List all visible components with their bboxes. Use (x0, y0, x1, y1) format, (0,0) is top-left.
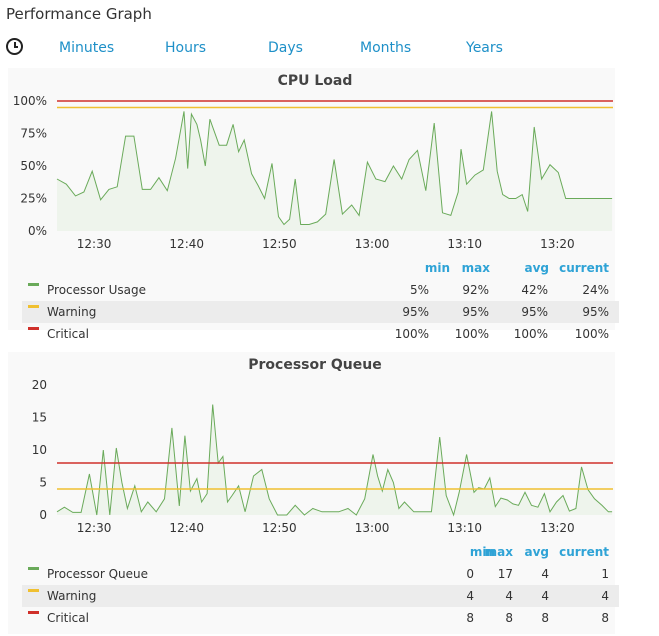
cpu-load-chart: 100% 75% 50% 25% 0% 12:30 12:40 12:50 13:00 13:10… (13, 94, 613, 251)
processor-usage-line (56, 111, 613, 226)
stat-min: 5% (409, 283, 429, 297)
processor-queue-line (56, 404, 613, 517)
stat-min: 4 (466, 589, 474, 603)
legend-label: Processor Usage (47, 283, 146, 297)
x-tick-label: 12:30 (77, 237, 112, 251)
x-tick-label: 13:10 (447, 237, 482, 251)
stat-avg: 4 (541, 567, 549, 581)
series-area (57, 404, 613, 515)
stat-min: 95% (402, 305, 429, 319)
legend-swatch-queue (28, 567, 39, 570)
page-title: Performance Graph (6, 5, 152, 23)
legend-swatch-warning (28, 305, 39, 308)
stat-min: 0 (466, 567, 474, 581)
stat-avg: 4 (541, 589, 549, 603)
legend-swatch-critical (28, 327, 39, 330)
legend-label: Critical (47, 611, 89, 625)
x-tick-label: 13:20 (540, 521, 575, 535)
header-min: min (424, 261, 450, 275)
header-max: max (461, 261, 490, 275)
legend-swatch-critical (28, 611, 39, 614)
stat-current: 4 (601, 589, 609, 603)
y-tick-label: 100% (13, 94, 47, 108)
y-tick-label: 20 (32, 378, 47, 392)
stat-max: 17 (497, 567, 513, 581)
header-max: max (484, 545, 513, 559)
legend-label: Warning (47, 305, 97, 319)
stat-avg: 95% (521, 305, 548, 319)
y-tick-label: 0% (28, 224, 47, 238)
y-tick-label: 5 (39, 476, 47, 490)
x-tick-label: 13:20 (540, 237, 575, 251)
legend-label: Critical (47, 327, 89, 341)
stat-max: 8 (505, 611, 513, 625)
stats-row-warning: Warning 95% 95% 95% 95% (22, 301, 619, 323)
x-tick-label: 12:30 (77, 521, 112, 535)
series-area (57, 111, 613, 231)
y-tick-label: 15 (32, 411, 47, 425)
x-tick-label: 13:10 (447, 521, 482, 535)
stats-row-critical: Critical 8 8 8 8 (22, 607, 619, 629)
processor-queue-stats: min max avg current Processor Queue 0 17… (22, 543, 619, 629)
cpu-load-stats: min max avg current Processor Usage 5% 9… (22, 259, 619, 345)
x-tick-label: 12:40 (169, 237, 204, 251)
legend-swatch-usage (28, 283, 39, 286)
stat-current: 8 (601, 611, 609, 625)
stat-max: 4 (505, 589, 513, 603)
stat-max: 100% (454, 327, 489, 341)
range-months[interactable]: Months (360, 40, 412, 56)
header-avg: avg (524, 261, 549, 275)
range-years[interactable]: Years (466, 40, 503, 56)
y-tick-label: 75% (20, 127, 47, 141)
stat-min: 8 (466, 611, 474, 625)
stat-current: 24% (582, 283, 609, 297)
range-minutes[interactable]: Minutes (59, 40, 115, 56)
x-tick-label: 13:00 (355, 521, 390, 535)
stat-current: 95% (582, 305, 609, 319)
stats-row-usage: Processor Usage 5% 92% 42% 24% (22, 279, 619, 301)
processor-queue-title: Processor Queue (248, 357, 382, 373)
stats-row-queue: Processor Queue 0 17 4 1 (22, 563, 619, 585)
stat-current: 100% (574, 327, 609, 341)
stats-row-warning: Warning 4 4 4 4 (22, 585, 619, 607)
stats-header: min max avg current (22, 259, 619, 279)
header-avg: avg (524, 545, 549, 559)
x-tick-label: 13:00 (355, 237, 390, 251)
y-tick-label: 50% (20, 159, 47, 173)
legend-label: Warning (47, 589, 97, 603)
header-current: current (559, 261, 609, 275)
stat-min: 100% (394, 327, 429, 341)
legend-swatch-warning (28, 589, 39, 592)
header-min: min (469, 545, 495, 559)
processor-queue-chart: 20 15 10 5 0 12:30 12:40 12:50 13:00 13:10 13:20 (32, 378, 613, 535)
y-tick-label: 25% (20, 192, 47, 206)
y-tick-label: 10 (32, 443, 47, 457)
stat-avg: 8 (541, 611, 549, 625)
x-tick-label: 12:50 (262, 237, 297, 251)
clock-icon (6, 38, 23, 55)
stat-max: 92% (462, 283, 489, 297)
x-tick-label: 12:50 (262, 521, 297, 535)
header-current: current (559, 545, 609, 559)
range-days[interactable]: Days (268, 40, 303, 56)
stats-header: min max avg current (22, 543, 619, 563)
time-range-bar: Minutes Hours Days Months Years (0, 38, 659, 60)
y-tick-label: 0 (39, 508, 47, 522)
range-hours[interactable]: Hours (165, 40, 207, 56)
cpu-load-title: CPU Load (277, 73, 353, 89)
stat-avg: 100% (513, 327, 548, 341)
stats-row-critical: Critical 100% 100% 100% 100% (22, 323, 619, 345)
x-tick-label: 12:40 (169, 521, 204, 535)
stat-avg: 42% (521, 283, 548, 297)
legend-label: Processor Queue (47, 567, 149, 581)
stat-max: 95% (462, 305, 489, 319)
stat-current: 1 (601, 567, 609, 581)
